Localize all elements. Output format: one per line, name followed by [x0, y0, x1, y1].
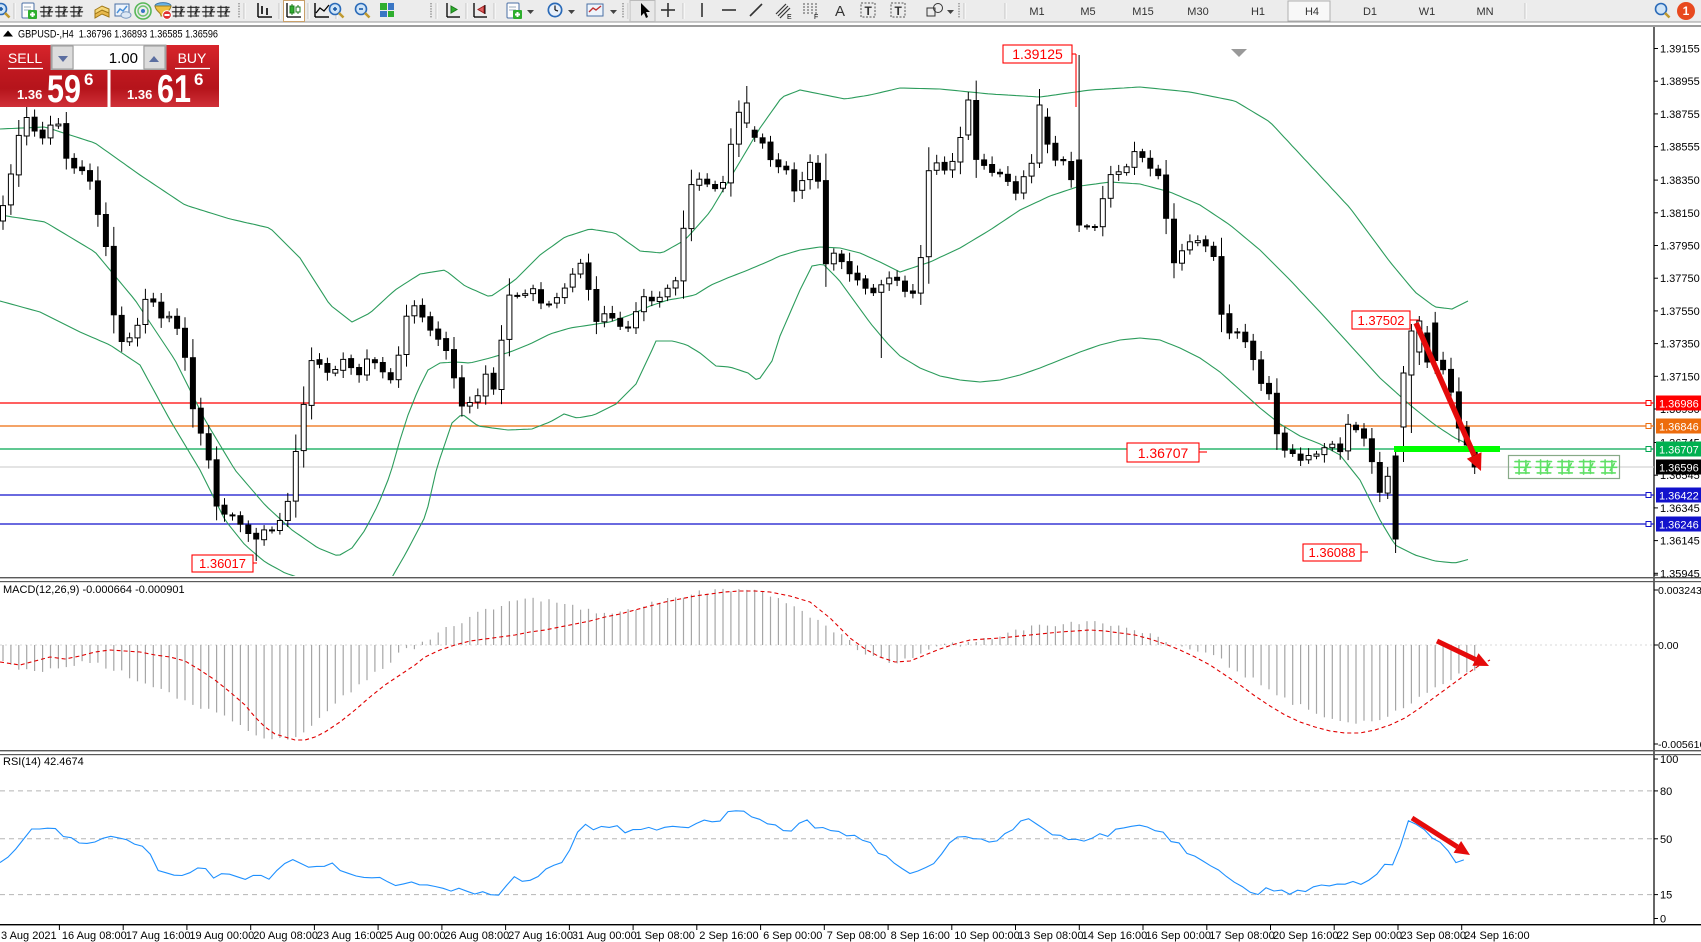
svg-text:23 Sep 08:00: 23 Sep 08:00 [1401, 930, 1466, 942]
svg-text:8 Sep 16:00: 8 Sep 16:00 [891, 930, 950, 942]
svg-text:1.38955: 1.38955 [1660, 76, 1700, 88]
svg-text:1.36: 1.36 [17, 87, 42, 102]
svg-text:24 Sep 16:00: 24 Sep 16:00 [1464, 930, 1529, 942]
svg-text:1.37750: 1.37750 [1660, 273, 1700, 285]
svg-text:0: 0 [1660, 914, 1666, 926]
svg-text:10 Sep 00:00: 10 Sep 00:00 [954, 930, 1019, 942]
svg-text:1.38555: 1.38555 [1660, 142, 1700, 154]
svg-text:1: 1 [1683, 4, 1690, 18]
svg-text:17 Sep 08:00: 17 Sep 08:00 [1209, 930, 1274, 942]
svg-text:1.36246: 1.36246 [1659, 520, 1699, 532]
svg-text:-0.005616: -0.005616 [1658, 739, 1701, 751]
svg-text:A: A [835, 3, 845, 20]
svg-text:1 Sep 08:00: 1 Sep 08:00 [636, 930, 695, 942]
svg-text:W1: W1 [1419, 6, 1436, 18]
svg-text:22 Sep 00:00: 22 Sep 00:00 [1337, 930, 1402, 942]
svg-text:15: 15 [1660, 890, 1672, 902]
svg-text:1.36986: 1.36986 [1659, 399, 1699, 411]
svg-text:6 Sep 00:00: 6 Sep 00:00 [763, 930, 822, 942]
svg-text:25 Aug 00:00: 25 Aug 00:00 [381, 930, 446, 942]
svg-text:80: 80 [1660, 786, 1672, 798]
svg-text:19 Aug 00:00: 19 Aug 00:00 [189, 930, 254, 942]
svg-text:M30: M30 [1187, 6, 1208, 18]
svg-text:1.37550: 1.37550 [1660, 306, 1700, 318]
svg-text:MACD(12,26,9) -0.000664 -0.000: MACD(12,26,9) -0.000664 -0.000901 [3, 584, 185, 596]
svg-text:1.38350: 1.38350 [1660, 175, 1700, 187]
svg-text:50: 50 [1660, 834, 1672, 846]
svg-text:17 Aug 16:00: 17 Aug 16:00 [126, 930, 191, 942]
svg-text:E: E [787, 14, 792, 21]
svg-text:MN: MN [1476, 6, 1493, 18]
svg-text:3 Aug 2021: 3 Aug 2021 [1, 930, 57, 942]
svg-text:H1: H1 [1251, 6, 1265, 18]
svg-text:RSI(14) 42.4674: RSI(14) 42.4674 [3, 756, 84, 768]
svg-text:1.37350: 1.37350 [1660, 339, 1700, 351]
svg-text:1.39155: 1.39155 [1660, 44, 1700, 56]
svg-text:1.36596: 1.36596 [1659, 463, 1699, 475]
svg-text:1.00: 1.00 [109, 50, 138, 67]
svg-text:T: T [895, 4, 903, 18]
svg-text:M15: M15 [1132, 6, 1153, 18]
svg-text:1.38755: 1.38755 [1660, 109, 1700, 121]
svg-text:1.36707: 1.36707 [1659, 445, 1699, 457]
svg-text:M1: M1 [1029, 6, 1044, 18]
svg-text:1.37150: 1.37150 [1660, 371, 1700, 383]
svg-text:16 Sep 00:00: 16 Sep 00:00 [1146, 930, 1211, 942]
svg-text:7 Sep 08:00: 7 Sep 08:00 [827, 930, 886, 942]
svg-text:13 Sep 08:00: 13 Sep 08:00 [1018, 930, 1083, 942]
svg-text:BUY: BUY [178, 50, 207, 66]
svg-text:SELL: SELL [8, 50, 42, 66]
svg-text:GBPUSD-,H4 1.36796 1.36893 1.: GBPUSD-,H4 1.36796 1.36893 1.36585 1.365… [18, 29, 218, 41]
svg-text:6: 6 [194, 70, 203, 89]
svg-text:D1: D1 [1363, 6, 1377, 18]
svg-text:1.36: 1.36 [127, 87, 152, 102]
svg-text:1.36345: 1.36345 [1660, 503, 1700, 515]
svg-text:27 Aug 16:00: 27 Aug 16:00 [508, 930, 573, 942]
svg-text:23 Aug 16:00: 23 Aug 16:00 [317, 930, 382, 942]
svg-text:1.36145: 1.36145 [1660, 536, 1700, 548]
svg-text:1.36707: 1.36707 [1138, 445, 1189, 461]
svg-text:0.003243: 0.003243 [1658, 585, 1701, 597]
svg-text:1.36846: 1.36846 [1659, 422, 1699, 434]
svg-text:14 Sep 16:00: 14 Sep 16:00 [1082, 930, 1147, 942]
svg-text:1.38150: 1.38150 [1660, 208, 1700, 220]
svg-text:F: F [814, 14, 818, 21]
svg-text:20 Sep 16:00: 20 Sep 16:00 [1273, 930, 1338, 942]
svg-text:20 Aug 08:00: 20 Aug 08:00 [253, 930, 318, 942]
svg-text:6: 6 [84, 70, 93, 89]
svg-text:100: 100 [1660, 754, 1678, 766]
svg-text:1.35945: 1.35945 [1660, 568, 1700, 580]
svg-text:1.36422: 1.36422 [1659, 491, 1699, 503]
svg-text:61: 61 [157, 68, 191, 111]
svg-text:T: T [865, 4, 873, 18]
svg-text:26 Aug 08:00: 26 Aug 08:00 [444, 930, 509, 942]
svg-text:1.36017: 1.36017 [199, 556, 246, 571]
svg-text:2 Sep 16:00: 2 Sep 16:00 [699, 930, 758, 942]
svg-text:31 Aug 00:00: 31 Aug 00:00 [572, 930, 637, 942]
svg-text:1.37502: 1.37502 [1358, 313, 1405, 328]
svg-text:1.37950: 1.37950 [1660, 241, 1700, 253]
svg-text:16 Aug 08:00: 16 Aug 08:00 [62, 930, 127, 942]
svg-text:0.00: 0.00 [1658, 640, 1679, 652]
svg-text:1.39125: 1.39125 [1012, 46, 1063, 62]
svg-text:1.36088: 1.36088 [1309, 545, 1356, 560]
svg-text:M5: M5 [1080, 6, 1095, 18]
svg-text:H4: H4 [1305, 6, 1319, 18]
svg-text:59: 59 [47, 68, 81, 111]
